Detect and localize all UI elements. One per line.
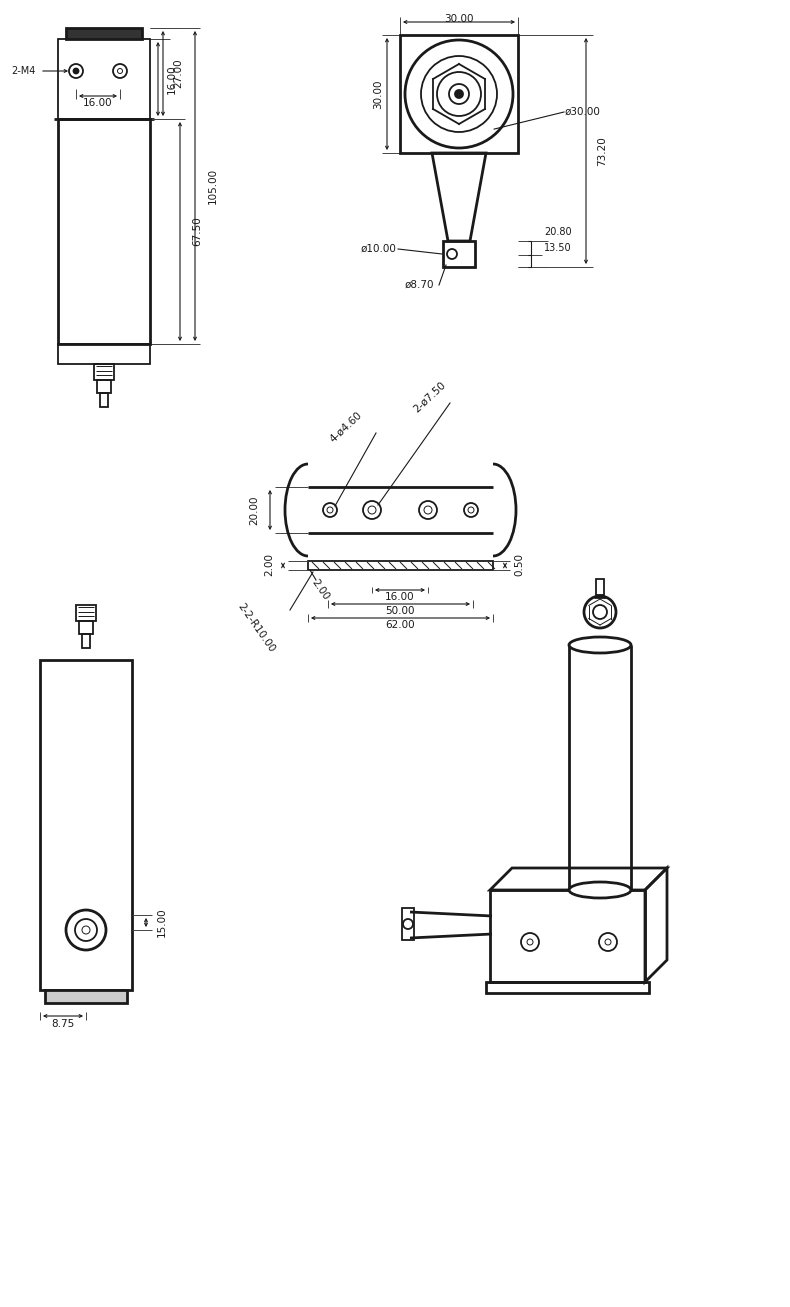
- Ellipse shape: [569, 637, 631, 654]
- Text: 50.00: 50.00: [386, 606, 415, 616]
- Bar: [58, 39, 150, 119]
- Text: ø30.00: ø30.00: [565, 107, 601, 118]
- Text: 67.50: 67.50: [192, 216, 202, 246]
- Text: 30.00: 30.00: [373, 80, 383, 108]
- Bar: [76, 605, 96, 621]
- Bar: [402, 908, 414, 940]
- Bar: [97, 380, 111, 393]
- Text: 2-2-R10.00: 2-2-R10.00: [235, 601, 276, 655]
- Text: 16.00: 16.00: [386, 592, 415, 603]
- Bar: [596, 579, 604, 595]
- Bar: [486, 982, 649, 993]
- Bar: [308, 561, 493, 570]
- Bar: [40, 660, 132, 989]
- Text: 2.00: 2.00: [264, 553, 274, 576]
- Text: 30.00: 30.00: [444, 14, 474, 24]
- Circle shape: [455, 90, 463, 98]
- Text: 73.20: 73.20: [597, 136, 607, 166]
- Text: 20.00: 20.00: [249, 495, 259, 524]
- Bar: [443, 240, 475, 267]
- Bar: [400, 35, 518, 153]
- Text: 62.00: 62.00: [386, 620, 415, 630]
- Text: 15.00: 15.00: [157, 907, 167, 937]
- Circle shape: [73, 68, 78, 73]
- Bar: [45, 989, 127, 1002]
- Bar: [94, 365, 114, 380]
- Bar: [82, 634, 90, 648]
- Text: 16.00: 16.00: [167, 64, 177, 94]
- Ellipse shape: [569, 882, 631, 898]
- Text: 16.00: 16.00: [83, 98, 113, 108]
- Text: 105.00: 105.00: [208, 167, 218, 204]
- Bar: [58, 344, 150, 365]
- Text: 2-M4: 2-M4: [12, 65, 36, 76]
- Bar: [58, 119, 150, 344]
- Text: 27.00: 27.00: [173, 59, 183, 88]
- Text: 20.80: 20.80: [544, 227, 572, 237]
- Text: 13.50: 13.50: [544, 243, 572, 254]
- Text: 2-ø7.50: 2-ø7.50: [412, 380, 448, 414]
- Bar: [66, 27, 142, 39]
- Text: ø8.70: ø8.70: [405, 280, 434, 290]
- Text: ø10.00: ø10.00: [360, 244, 396, 254]
- Text: 0.50: 0.50: [514, 553, 524, 576]
- Text: 8.75: 8.75: [51, 1019, 74, 1029]
- Bar: [100, 393, 108, 406]
- Text: 2.00: 2.00: [310, 578, 331, 603]
- Text: 4-ø4.60: 4-ø4.60: [328, 410, 364, 444]
- Bar: [79, 621, 93, 634]
- Bar: [490, 890, 645, 982]
